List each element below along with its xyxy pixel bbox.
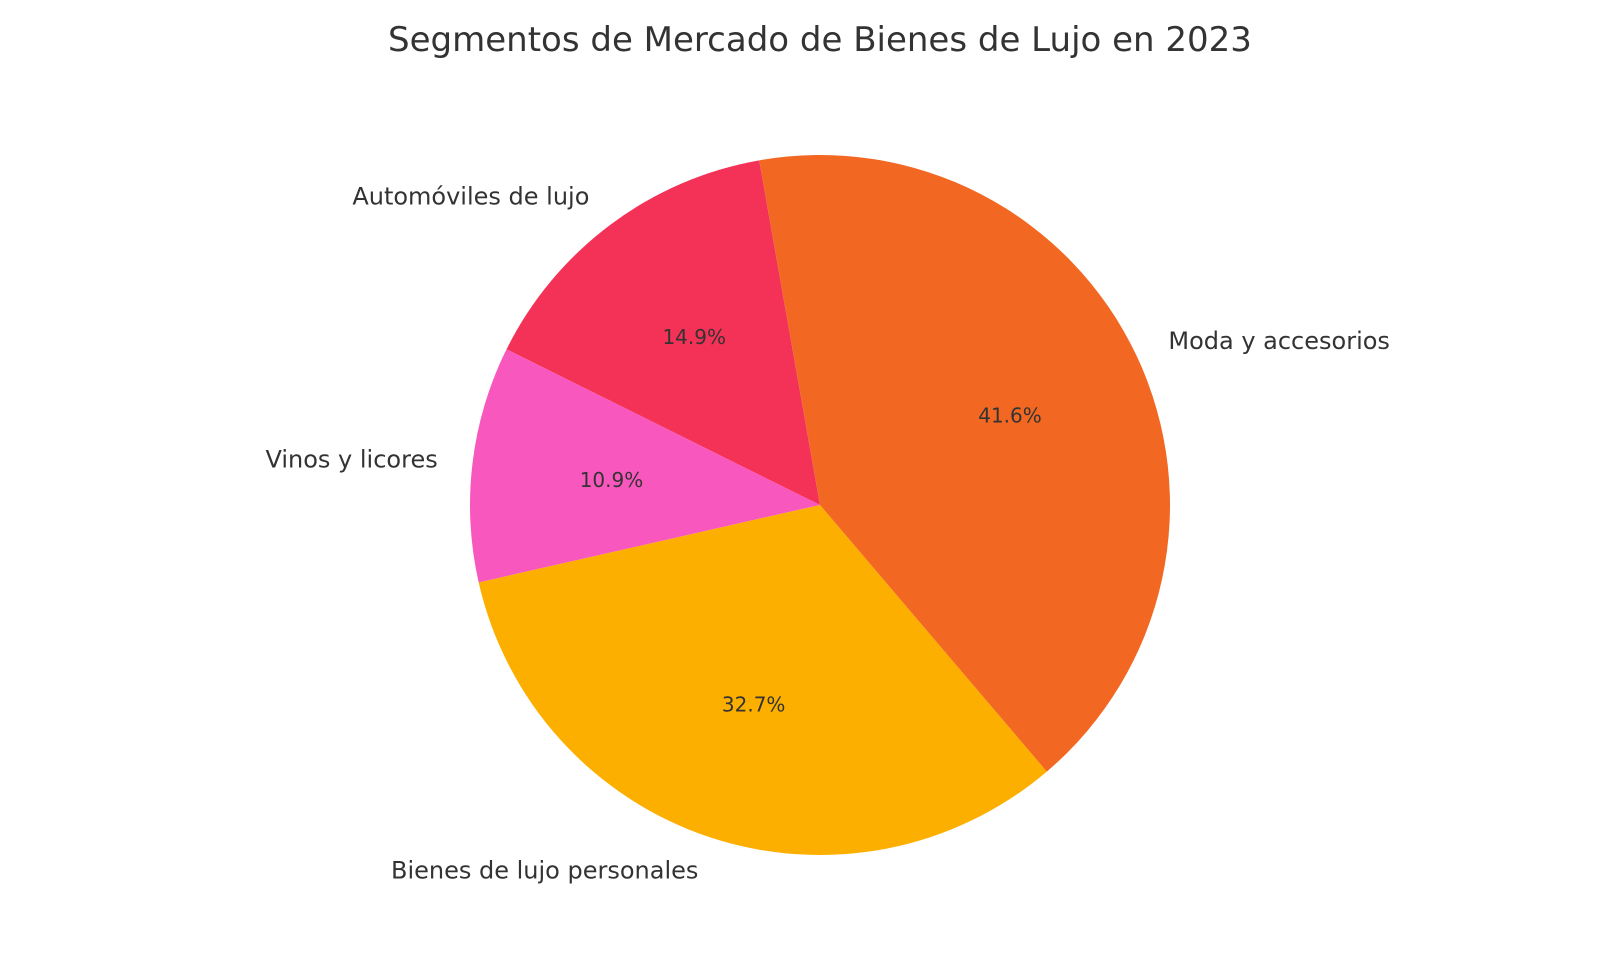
slice-labels: Automóviles de lujo Vinos y licores Bienes… (265, 183, 1389, 885)
pie-slice-vinos-y-licores (469, 349, 820, 583)
percentage-labels: 14.9% 10.9% 32.7% 41.6% (580, 325, 1042, 716)
slice-label-vinos-y-licores: Vinos y licores (265, 445, 437, 473)
slice-label-moda-y-accesorios: Moda y accesorios (1168, 327, 1390, 355)
chart-title: Segmentos de Mercado de Bienes de Lujo e… (388, 20, 1252, 60)
pct-label-vinos-y-licores: 10.9% (580, 468, 644, 492)
pie-slice-moda-y-accesorios (759, 155, 1170, 772)
pct-label-bienes-de-lujo-personales: 32.7% (722, 692, 786, 716)
pie-slice-automoviles-de-lujo (506, 160, 820, 505)
slice-label-bienes-de-lujo-personales: Bienes de lujo personales (391, 856, 698, 884)
pct-label-moda-y-accesorios: 41.6% (978, 404, 1042, 428)
slice-label-automoviles-de-lujo: Automóviles de lujo (352, 183, 589, 211)
pie-slice-bienes-de-lujo-personales (478, 505, 1047, 855)
pct-label-automoviles-de-lujo: 14.9% (662, 325, 726, 349)
pie-slices (469, 155, 1170, 855)
